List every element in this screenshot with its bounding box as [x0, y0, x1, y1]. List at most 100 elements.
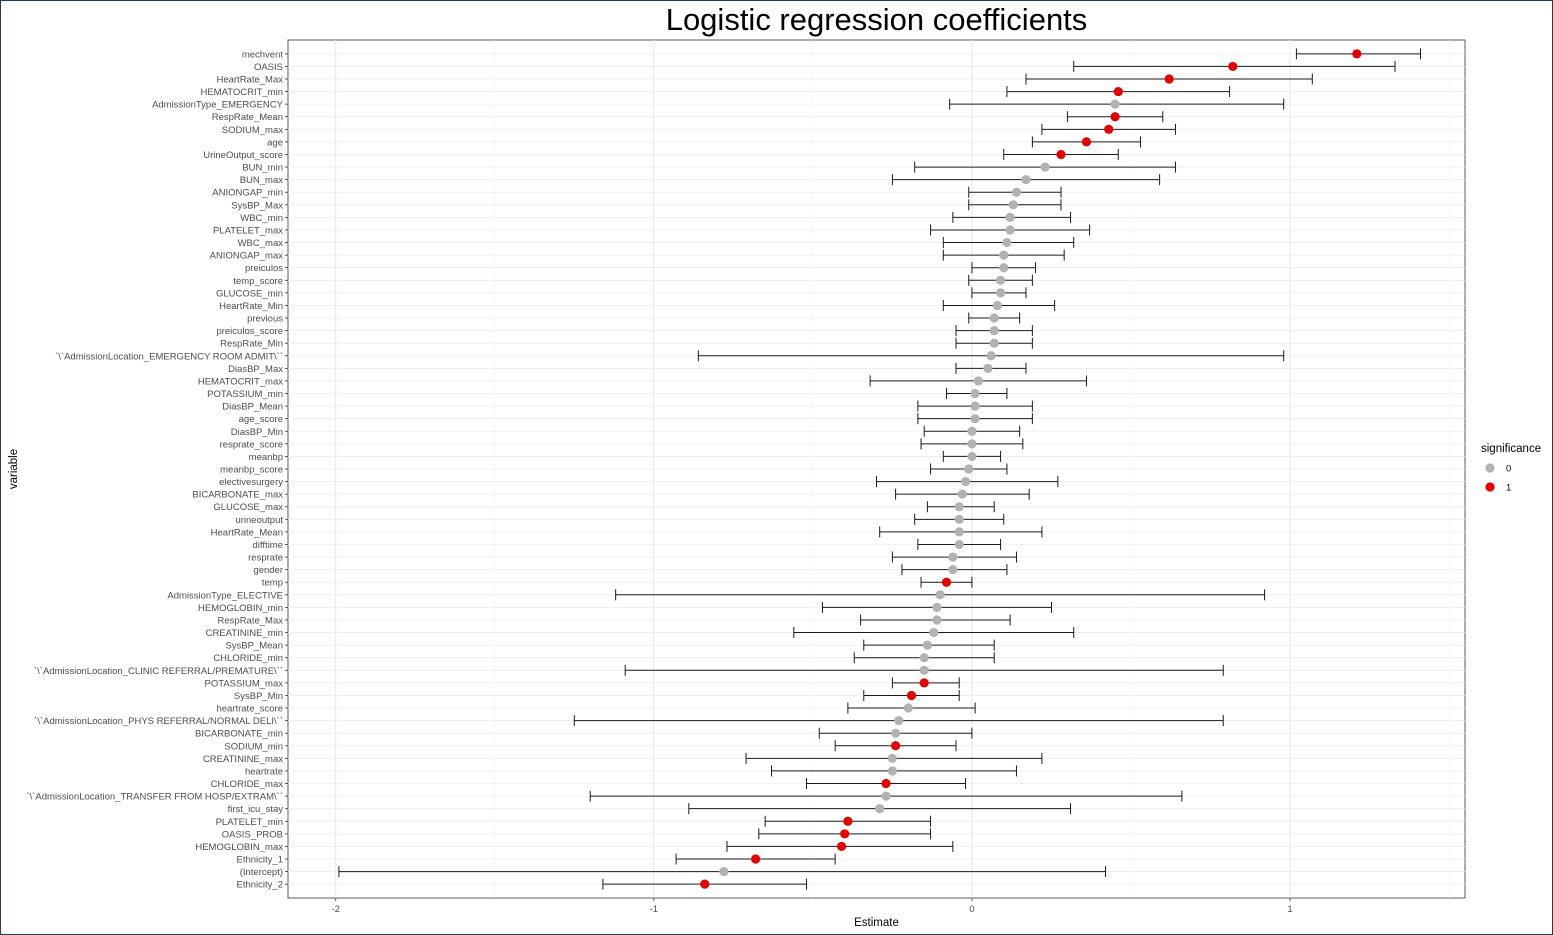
estimate-point: [887, 766, 898, 776]
y-tick-label: `\`AdmissionLocation_TRANSFER FROM HOSP/…: [26, 792, 283, 803]
x-tick-label: 0: [969, 904, 974, 915]
estimate-point: [948, 565, 958, 575]
estimate-point: [973, 376, 983, 386]
estimate-point: [894, 716, 904, 726]
estimate-point: [954, 502, 964, 512]
y-tick-label: ANIONGAP_min: [212, 188, 283, 199]
x-tick-label: -2: [331, 904, 339, 915]
y-tick-label: (Intercept): [240, 867, 283, 878]
y-tick-label: BICARBONATE_min: [195, 729, 283, 740]
estimate-point: [719, 866, 729, 877]
y-tick-label: CHLORIDE_max: [211, 779, 284, 790]
estimate-point: [1110, 99, 1120, 109]
y-tick-label: OASIS: [254, 62, 283, 73]
y-tick-label: Ethnicity_2: [237, 880, 283, 891]
estimate-point: [1005, 225, 1015, 235]
y-tick-label: gender: [253, 565, 283, 576]
estimate-point: [903, 703, 913, 713]
estimate-point: [932, 602, 942, 612]
legend-title: significance: [1481, 443, 1541, 455]
y-tick-label: HEMATOCRIT_min: [200, 87, 283, 98]
y-tick-label: age_score: [239, 414, 283, 425]
estimate-point: [932, 615, 942, 625]
y-tick-label: previous: [247, 314, 283, 325]
legend-label-0: 0: [1506, 464, 1511, 475]
estimate-point: [954, 527, 964, 537]
y-tick-label: resprate_score: [220, 439, 283, 450]
y-tick-label: `\`AdmissionLocation_EMERGENCY ROOM ADMI…: [55, 351, 283, 362]
y-tick-label: BUN_max: [240, 175, 284, 186]
y-tick-label: SODIUM_max: [222, 125, 283, 136]
y-tick-label: GLUCOSE_max: [213, 502, 283, 513]
estimate-point: [986, 351, 996, 361]
y-tick-label: meanbp: [249, 452, 283, 463]
estimate-point: [954, 539, 964, 550]
chart-title: Logistic regression coefficients: [665, 2, 1088, 37]
estimate-point: [875, 804, 885, 814]
estimate-point: [919, 665, 929, 675]
y-tick-label: resprate: [248, 553, 283, 564]
y-tick-label: SODIUM_min: [224, 741, 283, 752]
y-tick-label: DiasBP_Mean: [222, 402, 283, 413]
estimate-point: [970, 414, 980, 424]
estimate-point: [957, 489, 967, 499]
y-tick-label: meanbp_score: [220, 465, 283, 476]
y-tick-label: electivesurgery: [219, 477, 283, 488]
y-tick-label: OASIS_PROB: [222, 829, 283, 840]
y-tick-label: heartrate: [245, 766, 283, 777]
y-tick-label: `\`AdmissionLocation_CLINIC REFERRAL/PRE…: [34, 666, 283, 677]
estimate-point: [1056, 149, 1066, 160]
y-tick-label: RespRate_Mean: [212, 112, 283, 123]
y-tick-label: difftime: [253, 540, 283, 551]
y-tick-label: mechvent: [242, 49, 284, 60]
y-tick-label: HEMOGLOBIN_max: [195, 842, 283, 853]
y-tick-label: DiasBP_Min: [231, 427, 283, 438]
estimate-point: [836, 841, 847, 852]
y-tick-label: CHLORIDE_min: [213, 653, 283, 664]
estimate-point: [999, 263, 1009, 273]
estimate-point: [995, 288, 1006, 298]
y-tick-label: ANIONGAP_max: [210, 251, 284, 262]
estimate-point: [948, 552, 958, 562]
y-axis-title: variable: [8, 449, 20, 489]
x-axis-ticks: -2 -1 0 1: [331, 898, 1293, 915]
y-tick-label: SysBP_Mean: [225, 641, 283, 652]
estimate-point: [983, 363, 993, 373]
y-tick-label: CREATININE_min: [206, 628, 283, 639]
estimate-point: [1008, 200, 1018, 210]
x-tick-label: -1: [650, 904, 658, 915]
y-tick-label: preiculos: [245, 263, 283, 274]
y-tick-label: temp: [262, 578, 283, 589]
estimate-point: [919, 678, 929, 688]
y-tick-label: Ethnicity_1: [237, 855, 283, 866]
estimate-point: [840, 829, 850, 839]
legend-label-1: 1: [1506, 483, 1511, 494]
estimate-point: [1228, 61, 1238, 72]
estimate-point: [1040, 162, 1050, 172]
estimate-point: [751, 854, 761, 864]
estimate-point: [929, 627, 939, 638]
estimate-point: [935, 590, 945, 600]
estimate-point: [1002, 237, 1012, 248]
estimate-point: [1081, 137, 1092, 147]
y-tick-label: `\`AdmissionLocation_PHYS REFERRAL/NORMA…: [34, 716, 283, 727]
x-tick-label: 1: [1287, 904, 1292, 915]
y-tick-label: HeartRate_Min: [219, 301, 283, 312]
y-tick-label: heartrate_score: [216, 704, 283, 715]
y-tick-label: first_icu_stay: [228, 804, 284, 815]
estimate-point: [941, 577, 952, 587]
estimate-point: [992, 300, 1002, 311]
y-tick-label: temp_score: [233, 276, 283, 287]
y-tick-label: AdmissionType_ELECTIVE: [167, 590, 283, 601]
y-tick-label: SysBP_Max: [231, 200, 283, 211]
estimate-point: [1113, 86, 1123, 97]
estimate-point: [967, 439, 977, 449]
estimate-point: [967, 426, 977, 436]
y-tick-label: UrineOutput_score: [203, 150, 283, 161]
estimate-point: [1110, 112, 1120, 122]
y-tick-label: POTASSIUM_min: [207, 389, 283, 400]
y-tick-label: POTASSIUM_max: [205, 678, 284, 689]
y-axis-ticks: mechvent OASIS HeartRate_MaxHEMATOCRIT_min…: [26, 49, 288, 891]
estimate-point: [954, 514, 964, 524]
